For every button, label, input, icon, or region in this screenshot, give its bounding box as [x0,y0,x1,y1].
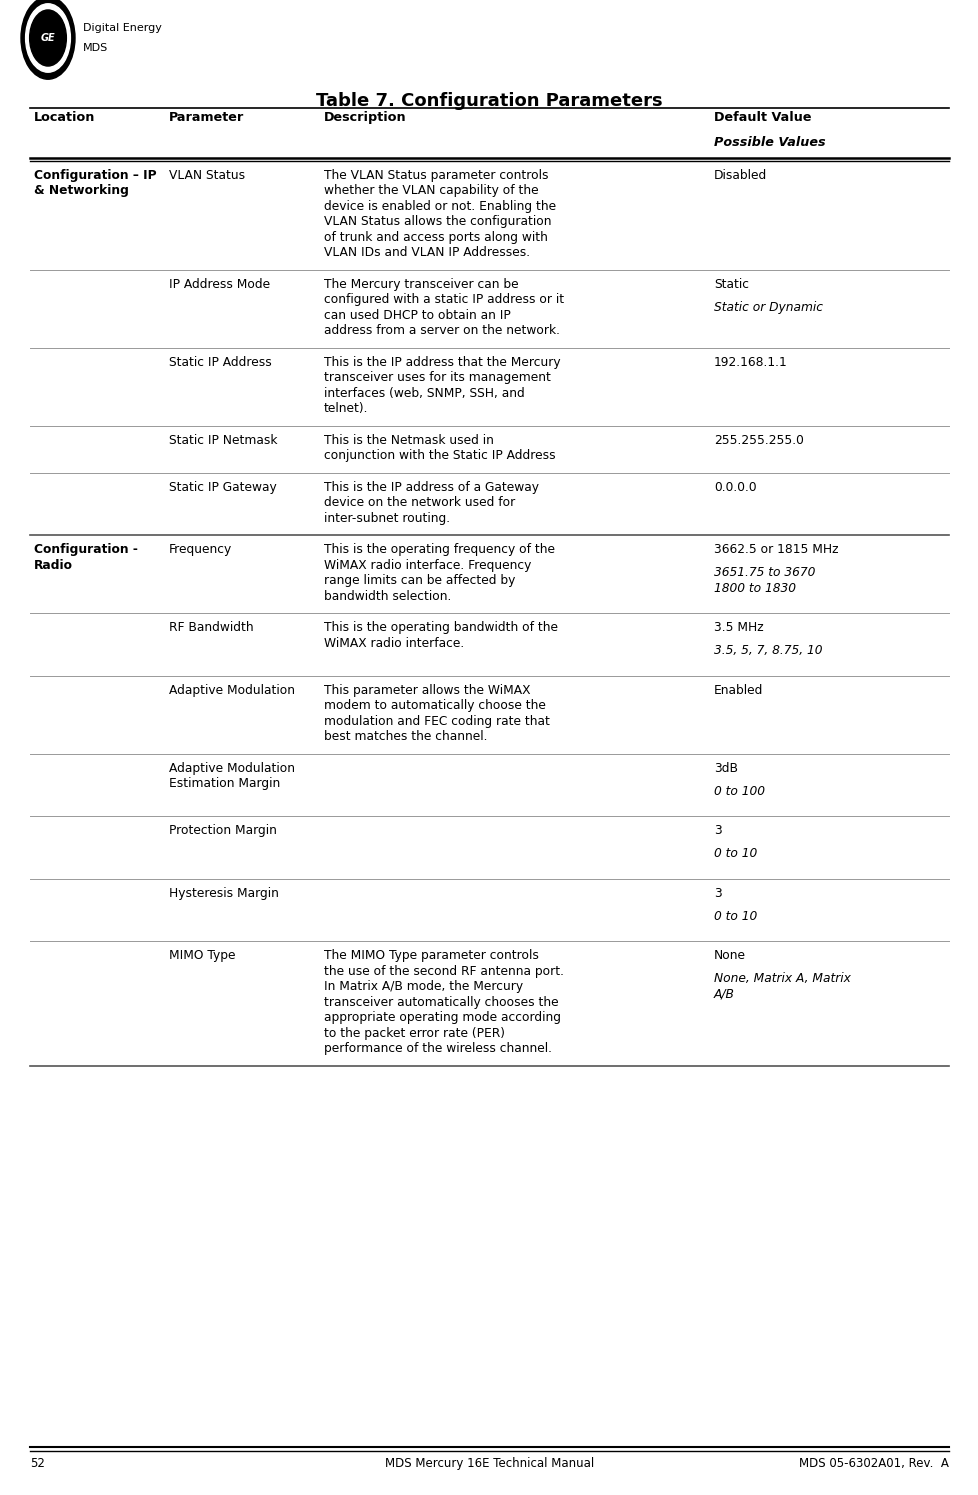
Text: 255.255.255.0: 255.255.255.0 [713,434,803,447]
Text: best matches the channel.: best matches the channel. [324,730,487,743]
Circle shape [25,4,70,72]
Circle shape [29,10,67,66]
Text: Configuration -: Configuration - [34,543,138,556]
Text: Static or Dynamic: Static or Dynamic [713,300,822,314]
Text: interfaces (web, SNMP, SSH, and: interfaces (web, SNMP, SSH, and [324,387,524,399]
Text: This is the operating bandwidth of the: This is the operating bandwidth of the [324,620,557,634]
Text: VLAN IDs and VLAN IP Addresses.: VLAN IDs and VLAN IP Addresses. [324,247,529,259]
Text: Protection Margin: Protection Margin [169,824,277,837]
Text: can used DHCP to obtain an IP: can used DHCP to obtain an IP [324,308,511,321]
Text: performance of the wireless channel.: performance of the wireless channel. [324,1042,552,1055]
Text: Possible Values: Possible Values [713,136,824,150]
Text: 3: 3 [713,824,721,837]
Text: 0 to 100: 0 to 100 [713,785,764,798]
Text: This is the IP address of a Gateway: This is the IP address of a Gateway [324,480,539,493]
Text: Location: Location [34,111,95,124]
Circle shape [21,0,75,79]
Text: 3662.5 or 1815 MHz: 3662.5 or 1815 MHz [713,543,837,556]
Text: 3.5 MHz: 3.5 MHz [713,620,763,634]
Text: This parameter allows the WiMAX: This parameter allows the WiMAX [324,683,530,697]
Text: & Networking: & Networking [34,184,129,197]
Text: GE: GE [41,33,55,43]
Text: 3dB: 3dB [713,761,737,774]
Text: MIMO Type: MIMO Type [169,949,236,963]
Text: The MIMO Type parameter controls: The MIMO Type parameter controls [324,949,538,963]
Text: transceiver automatically chooses the: transceiver automatically chooses the [324,996,558,1009]
Text: WiMAX radio interface.: WiMAX radio interface. [324,637,464,650]
Text: VLAN Status allows the configuration: VLAN Status allows the configuration [324,215,551,229]
Text: Digital Energy: Digital Energy [83,22,161,33]
Text: In Matrix A/B mode, the Mercury: In Matrix A/B mode, the Mercury [324,981,522,993]
Text: Description: Description [324,111,406,124]
Text: Static IP Netmask: Static IP Netmask [169,434,277,447]
Text: This is the Netmask used in: This is the Netmask used in [324,434,493,447]
Text: inter-subnet routing.: inter-subnet routing. [324,511,450,525]
Text: None, Matrix A, Matrix: None, Matrix A, Matrix [713,972,850,985]
Text: to the packet error rate (PER): to the packet error rate (PER) [324,1027,505,1039]
Text: MDS Mercury 16E Technical Manual: MDS Mercury 16E Technical Manual [384,1458,594,1470]
Text: conjunction with the Static IP Address: conjunction with the Static IP Address [324,448,556,462]
Text: Adaptive Modulation: Adaptive Modulation [169,761,294,774]
Text: 3.5, 5, 7, 8.75, 10: 3.5, 5, 7, 8.75, 10 [713,644,822,658]
Text: address from a server on the network.: address from a server on the network. [324,324,559,336]
Text: 0.0.0.0: 0.0.0.0 [713,480,756,493]
Text: 0 to 10: 0 to 10 [713,910,756,922]
Text: transceiver uses for its management: transceiver uses for its management [324,371,551,384]
Text: RF Bandwidth: RF Bandwidth [169,620,253,634]
Text: 52: 52 [30,1458,45,1470]
Text: 3: 3 [713,887,721,900]
Text: modulation and FEC coding rate that: modulation and FEC coding rate that [324,715,550,728]
Text: MDS: MDS [83,43,109,52]
Text: Table 7. Configuration Parameters: Table 7. Configuration Parameters [316,93,662,111]
Text: Radio: Radio [34,559,73,571]
Text: 192.168.1.1: 192.168.1.1 [713,356,787,369]
Text: device is enabled or not. Enabling the: device is enabled or not. Enabling the [324,200,556,212]
Text: The VLAN Status parameter controls: The VLAN Status parameter controls [324,169,548,181]
Text: range limits can be affected by: range limits can be affected by [324,574,514,588]
Text: bandwidth selection.: bandwidth selection. [324,589,451,602]
Text: VLAN Status: VLAN Status [169,169,244,181]
Text: IP Address Mode: IP Address Mode [169,278,270,290]
Text: whether the VLAN capability of the: whether the VLAN capability of the [324,184,538,197]
Text: Static IP Address: Static IP Address [169,356,272,369]
Text: modem to automatically choose the: modem to automatically choose the [324,700,546,712]
Text: 3651.75 to 3670: 3651.75 to 3670 [713,567,815,580]
Text: Default Value: Default Value [713,111,811,124]
Text: None: None [713,949,745,963]
Text: This is the IP address that the Mercury: This is the IP address that the Mercury [324,356,560,369]
Text: telnet).: telnet). [324,402,368,416]
Text: MDS 05-6302A01, Rev.  A: MDS 05-6302A01, Rev. A [798,1458,948,1470]
Text: Enabled: Enabled [713,683,763,697]
Text: Estimation Margin: Estimation Margin [169,777,280,789]
Text: device on the network used for: device on the network used for [324,496,514,510]
Text: Hysteresis Margin: Hysteresis Margin [169,887,279,900]
Text: Adaptive Modulation: Adaptive Modulation [169,683,294,697]
Text: appropriate operating mode according: appropriate operating mode according [324,1011,560,1024]
Text: Frequency: Frequency [169,543,232,556]
Text: Static IP Gateway: Static IP Gateway [169,480,277,493]
Text: Disabled: Disabled [713,169,767,181]
Text: the use of the second RF antenna port.: the use of the second RF antenna port. [324,964,563,978]
Text: Configuration – IP: Configuration – IP [34,169,156,181]
Text: Parameter: Parameter [169,111,244,124]
Text: 1800 to 1830: 1800 to 1830 [713,582,795,595]
Text: of trunk and access ports along with: of trunk and access ports along with [324,230,548,244]
Text: A/B: A/B [713,988,734,1000]
Text: 0 to 10: 0 to 10 [713,848,756,860]
Text: The Mercury transceiver can be: The Mercury transceiver can be [324,278,518,290]
Text: This is the operating frequency of the: This is the operating frequency of the [324,543,555,556]
Text: configured with a static IP address or it: configured with a static IP address or i… [324,293,563,306]
Text: WiMAX radio interface. Frequency: WiMAX radio interface. Frequency [324,559,531,571]
Text: Static: Static [713,278,748,290]
